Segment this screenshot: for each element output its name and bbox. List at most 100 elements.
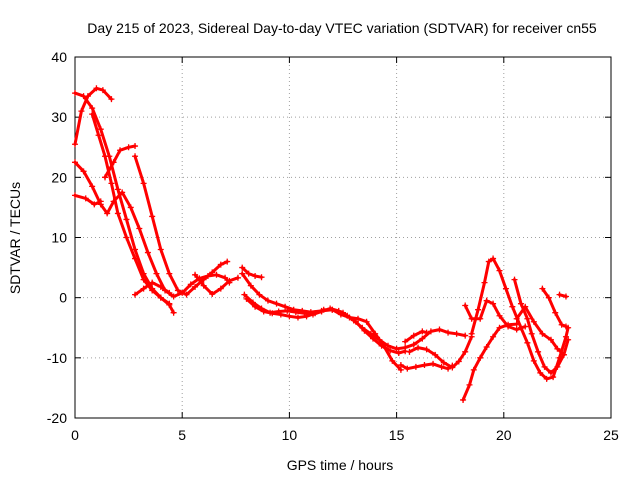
- series-arc-16: [406, 333, 475, 371]
- data-point: [132, 143, 139, 150]
- data-point: [511, 276, 518, 283]
- data-point: [539, 330, 546, 337]
- data-point: [174, 287, 181, 294]
- data-point: [453, 330, 460, 337]
- data-point: [554, 345, 561, 352]
- data-point: [541, 363, 548, 370]
- series-arc-13: [243, 295, 404, 373]
- data-point: [260, 308, 267, 315]
- data-point: [483, 344, 490, 351]
- data-point: [380, 342, 387, 349]
- data-point: [149, 213, 156, 220]
- data-point: [209, 291, 216, 298]
- grid: [75, 57, 611, 418]
- series-arc-22: [539, 285, 569, 330]
- data-point: [213, 271, 220, 278]
- y-tick-label: -10: [47, 350, 67, 366]
- data-point: [132, 291, 139, 298]
- data-point: [468, 330, 475, 337]
- data-point: [153, 270, 160, 277]
- data-point: [72, 159, 78, 166]
- data-point: [264, 297, 271, 304]
- data-point: [427, 328, 434, 335]
- y-tick-label: 30: [51, 109, 67, 125]
- data-point: [224, 258, 231, 265]
- data-point: [286, 313, 293, 320]
- data-point: [110, 159, 117, 166]
- series-arc-5: [89, 111, 173, 307]
- data-point: [485, 258, 492, 265]
- data-point: [170, 309, 177, 316]
- data-point: [80, 168, 87, 175]
- data-point: [136, 225, 143, 232]
- data-point: [149, 287, 156, 294]
- data-point: [157, 283, 164, 290]
- data-point: [117, 147, 124, 154]
- data-point: [412, 363, 419, 370]
- data-point: [490, 255, 497, 262]
- data-point: [547, 369, 554, 376]
- y-axis-title: SDTVAR / TECUs: [7, 182, 23, 294]
- data-point: [157, 246, 164, 253]
- data-point: [558, 321, 565, 328]
- data-point: [393, 345, 400, 352]
- series-arc-15: [402, 328, 430, 345]
- data-point: [483, 297, 490, 304]
- data-point: [114, 210, 121, 217]
- data-point: [404, 365, 411, 372]
- data-point: [436, 326, 443, 333]
- data-point: [89, 105, 96, 112]
- data-point: [496, 312, 503, 319]
- data-point: [192, 283, 199, 290]
- data-point: [430, 360, 437, 367]
- data-point: [282, 303, 289, 310]
- series-line: [240, 266, 263, 279]
- y-tick-label: 0: [59, 290, 67, 306]
- series-layer: [72, 85, 572, 403]
- y-tick-label: 10: [51, 230, 67, 246]
- data-point: [89, 111, 96, 118]
- data-point: [234, 274, 241, 281]
- data-point: [125, 144, 132, 151]
- series-line: [133, 154, 229, 297]
- data-point: [419, 335, 426, 342]
- series-arc-3: [72, 159, 233, 300]
- data-point: [547, 336, 554, 343]
- data-point: [415, 344, 422, 351]
- data-point: [312, 310, 319, 317]
- data-point: [490, 300, 497, 307]
- data-point: [421, 362, 428, 369]
- data-point: [93, 85, 100, 92]
- data-point: [466, 381, 473, 388]
- data-point: [80, 93, 87, 100]
- series-arc-6: [102, 143, 139, 181]
- series-arc-14: [397, 360, 456, 372]
- data-point: [524, 315, 531, 322]
- data-point: [123, 216, 130, 223]
- data-point: [72, 192, 78, 199]
- data-point: [337, 311, 344, 318]
- data-point: [535, 348, 542, 355]
- data-point: [502, 285, 509, 292]
- data-point: [562, 293, 569, 300]
- data-point: [140, 276, 147, 283]
- data-point: [170, 293, 177, 300]
- data-point: [104, 210, 111, 217]
- data-point: [423, 329, 430, 336]
- data-point: [252, 273, 259, 280]
- data-point: [513, 315, 520, 322]
- series-arc-21: [513, 303, 567, 358]
- data-point: [562, 333, 569, 340]
- y-tick-labels: -20 -10 0 10 20 30 40: [47, 49, 67, 426]
- data-point: [397, 362, 404, 369]
- data-point: [303, 313, 310, 320]
- data-point: [123, 234, 130, 241]
- data-point: [545, 294, 552, 301]
- data-point: [395, 350, 402, 357]
- data-point: [462, 302, 469, 309]
- x-tick-label: 10: [282, 427, 298, 443]
- data-point: [402, 338, 409, 345]
- data-point: [423, 346, 430, 353]
- data-point: [72, 141, 78, 148]
- x-tick-label: 0: [71, 427, 79, 443]
